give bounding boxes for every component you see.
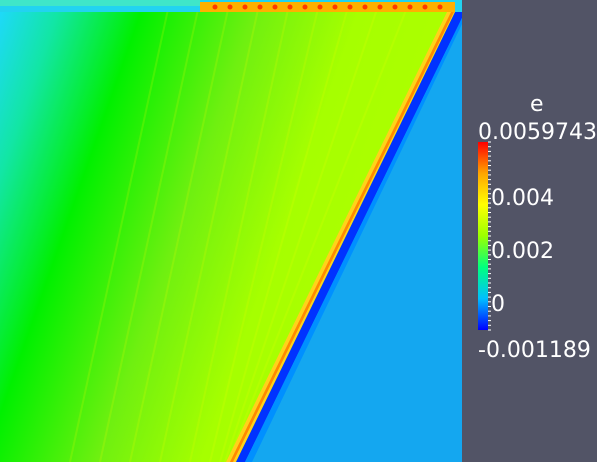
shock-front-dark <box>236 10 462 462</box>
shock-front-core <box>230 10 455 462</box>
colorbar-max-label: 0.0059743 <box>478 120 597 145</box>
top-band-oscillation <box>212 4 443 10</box>
colorbar-tick-label-3: 0 <box>491 292 505 317</box>
colorbar <box>478 141 491 331</box>
colorbar-gradient <box>478 142 488 330</box>
field-region-high <box>0 0 462 462</box>
top-band-warm <box>200 2 455 12</box>
top-left-band <box>0 0 200 6</box>
colorbar-min-label: -0.001189 <box>478 338 591 363</box>
colorbar-tick-label-2: 0.002 <box>491 239 554 264</box>
diagonal-stripes <box>69 0 411 462</box>
shock-front-edge <box>245 18 462 462</box>
colorbar-tick-label-1: 0.004 <box>491 186 554 211</box>
colorbar-title: e <box>530 92 544 117</box>
colorbar-ticks <box>488 141 491 331</box>
